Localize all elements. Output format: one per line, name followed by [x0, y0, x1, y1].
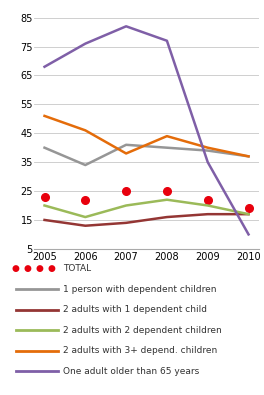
Text: ●: ●	[12, 264, 20, 273]
Text: ●: ●	[24, 264, 32, 273]
Text: 1 person with dependent children: 1 person with dependent children	[63, 285, 217, 293]
Text: ●: ●	[36, 264, 44, 273]
Text: ●: ●	[48, 264, 55, 273]
Text: TOTAL: TOTAL	[63, 264, 92, 273]
Text: 2 adults with 3+ depend. children: 2 adults with 3+ depend. children	[63, 346, 218, 355]
Text: 2 adults with 1 dependent child: 2 adults with 1 dependent child	[63, 305, 207, 314]
Text: One adult older than 65 years: One adult older than 65 years	[63, 367, 200, 376]
Text: 2 adults with 2 dependent children: 2 adults with 2 dependent children	[63, 326, 222, 335]
